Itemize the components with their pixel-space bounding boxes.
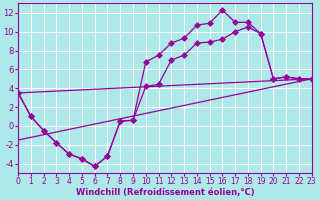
X-axis label: Windchill (Refroidissement éolien,°C): Windchill (Refroidissement éolien,°C)	[76, 188, 254, 197]
